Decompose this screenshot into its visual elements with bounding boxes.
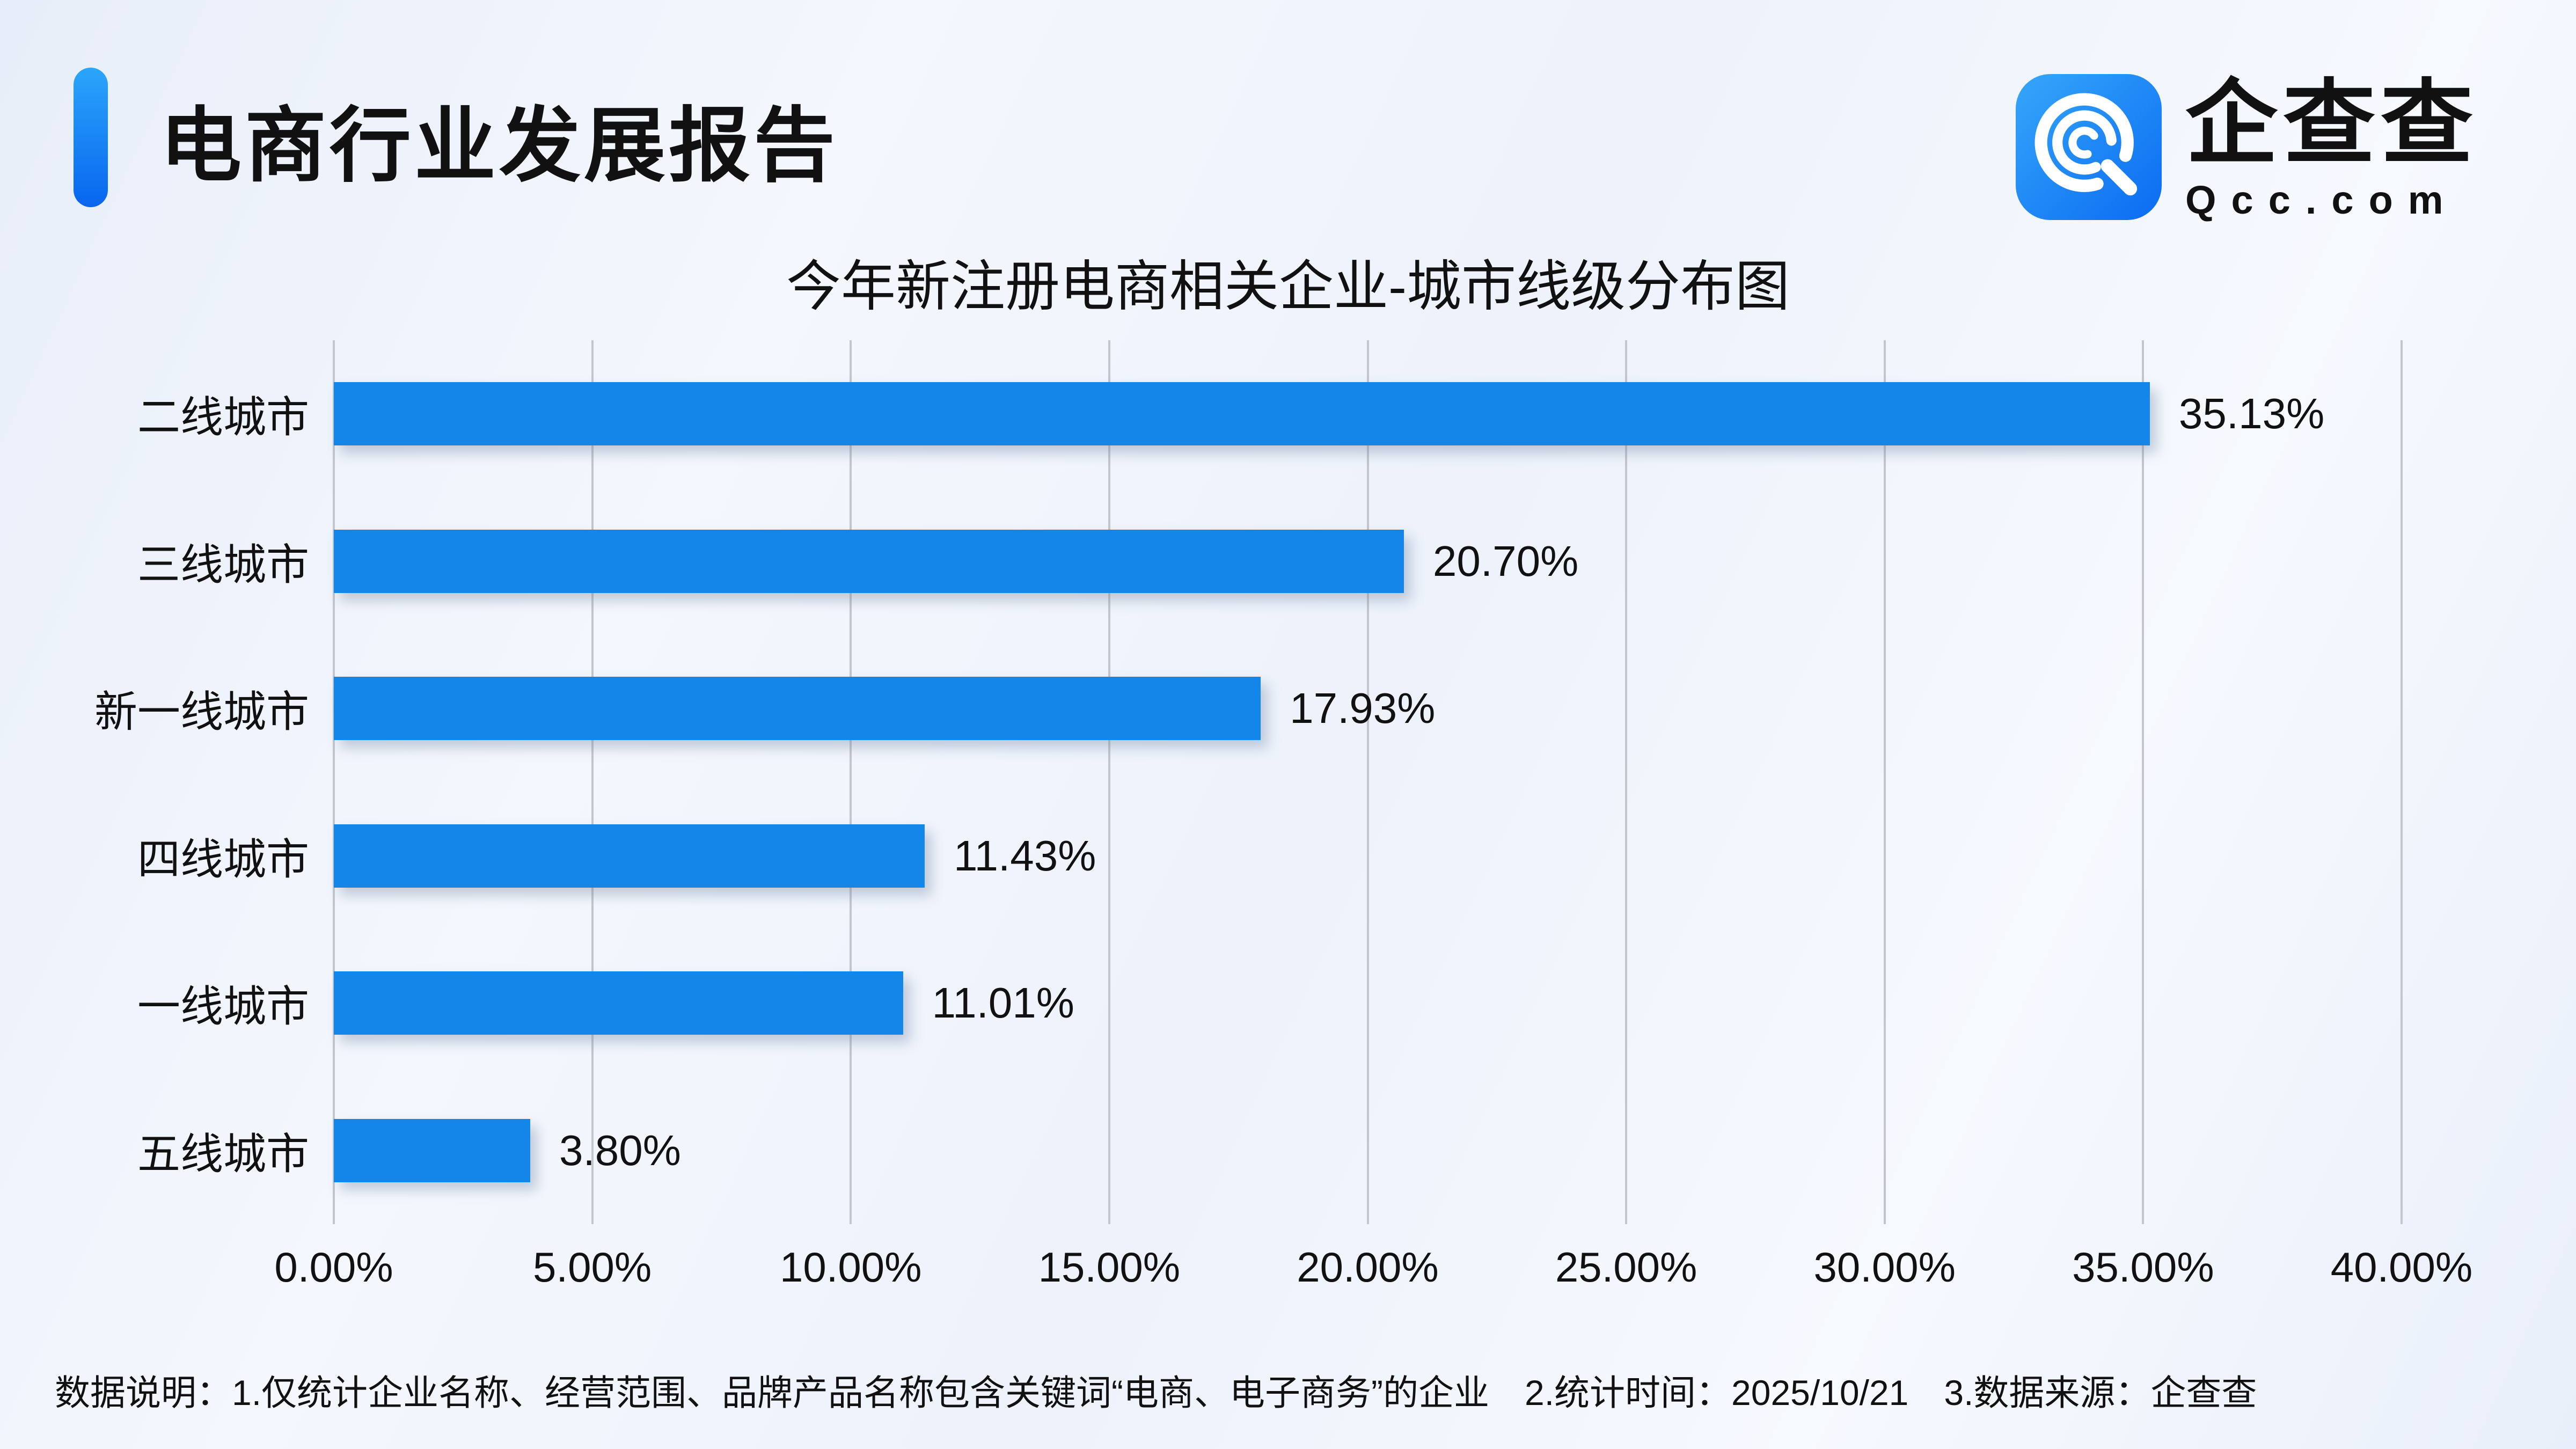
x-tick-label: 40.00%: [2330, 1243, 2473, 1291]
footer-note-2: 2.统计时间：2025/10/21: [1525, 1373, 1909, 1413]
bar: [334, 971, 903, 1035]
category-label: 一线城市: [137, 983, 309, 1031]
footer-note-3: 3.数据来源：企查查: [1944, 1373, 2257, 1413]
page-title: 电商行业发展报告: [160, 100, 838, 192]
grid-line: [850, 340, 852, 1224]
x-tick-label: 5.00%: [533, 1243, 652, 1291]
category-label: 三线城市: [137, 540, 309, 589]
x-tick-label: 25.00%: [1555, 1243, 1697, 1291]
x-tick-label: 10.00%: [779, 1243, 922, 1291]
value-label: 20.70%: [1432, 537, 1579, 585]
qcc-logo-icon: [2016, 74, 2162, 220]
x-axis: 0.00% 5.00% 10.00% 15.00% 20.00% 25.00% 30.00%…: [274, 1243, 2472, 1302]
grid-line: [1625, 340, 1628, 1224]
bar: [334, 824, 925, 888]
footer-notes: 数据说明：1.仅统计企业名称、经营范围、品牌产品名称包含关键词“电商、电子商务”…: [55, 1364, 2257, 1416]
chart-title: 今年新注册电商相关企业-城市线级分布图: [786, 256, 1790, 317]
x-tick-label: 30.00%: [1813, 1243, 1956, 1291]
bar: [334, 382, 2150, 446]
category-label: 新一线城市: [94, 688, 309, 736]
x-tick-label: 15.00%: [1038, 1243, 1181, 1291]
bar-row: 一线城市 11.01%: [137, 930, 2402, 1077]
x-tick-label: 35.00%: [2072, 1243, 2214, 1291]
x-tick-label: 20.00%: [1297, 1243, 1439, 1291]
category-label: 二线城市: [137, 393, 309, 442]
bar: [334, 1118, 531, 1182]
footer-note-1: 数据说明：1.仅统计企业名称、经营范围、品牌产品名称包含关键词“电商、电子商务”…: [55, 1373, 1489, 1413]
qcc-logo-name: 企查查: [2185, 72, 2478, 175]
bar-row: 五线城市 3.80%: [137, 1077, 2402, 1224]
value-label: 11.01%: [932, 979, 1074, 1027]
title-accent-bar: [74, 68, 108, 207]
grid-line: [333, 340, 335, 1224]
plot-area: 二线城市 35.13% 三线城市 20.70% 新一线城市 17.93% 四线城市 11.43…: [94, 340, 2403, 1224]
value-label: 3.80%: [559, 1126, 681, 1174]
bar-row: 新一线城市 17.93%: [94, 635, 2402, 782]
grid-line: [2401, 340, 2403, 1224]
bar-row: 二线城市 35.13%: [137, 340, 2402, 487]
qcc-logo-text: 企查查 Qcc.com: [2185, 74, 2478, 223]
bar: [334, 529, 1404, 593]
bar: [334, 677, 1261, 741]
bar-row: 四线城市 11.43%: [137, 782, 2402, 930]
category-label: 四线城市: [137, 835, 309, 883]
qcc-logo-domain: Qcc.com: [2185, 177, 2458, 222]
grid-line: [1366, 340, 1369, 1224]
qcc-logo: 企查查 Qcc.com: [2016, 74, 2478, 223]
value-label: 11.43%: [953, 831, 1096, 880]
value-label: 35.13%: [2178, 390, 2325, 438]
x-tick-label: 0.00%: [274, 1243, 393, 1291]
grid-line: [591, 340, 594, 1224]
category-label: 五线城市: [137, 1130, 309, 1178]
bar-row: 三线城市 20.70%: [137, 487, 2402, 634]
grid-line: [1883, 340, 1886, 1224]
grid-line: [2142, 340, 2145, 1224]
value-label: 17.93%: [1290, 684, 1436, 733]
grid-line: [1108, 340, 1110, 1224]
